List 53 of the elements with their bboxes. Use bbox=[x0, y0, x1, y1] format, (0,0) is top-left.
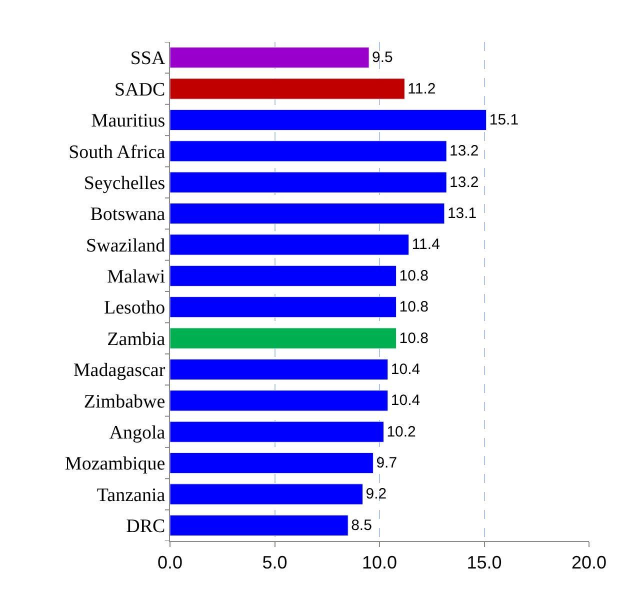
data-label: 11.4 bbox=[412, 236, 440, 254]
bar bbox=[170, 234, 410, 256]
bar bbox=[170, 328, 397, 349]
data-label: 9.5 bbox=[372, 49, 393, 66]
data-label: 10.8 bbox=[399, 298, 428, 316]
x-tick-label: 20.0 bbox=[571, 552, 607, 573]
data-label: 10.2 bbox=[386, 423, 416, 440]
y-tick-label: South Africa bbox=[68, 142, 166, 163]
y-tick-label: Angola bbox=[109, 422, 166, 444]
y-tick-label: Zambia bbox=[107, 328, 166, 350]
bar bbox=[170, 265, 397, 286]
x-tick-label: 15.0 bbox=[466, 552, 502, 573]
data-label: 10.8 bbox=[399, 330, 428, 347]
y-tick-label: Zimbabwe bbox=[84, 391, 166, 412]
data-label: 10.8 bbox=[399, 267, 428, 284]
x-tick-label: 0.0 bbox=[157, 552, 183, 573]
bar bbox=[170, 172, 447, 193]
data-label: 9.2 bbox=[366, 486, 387, 503]
x-tick-label: 5.0 bbox=[262, 552, 288, 573]
data-label: 13.2 bbox=[450, 142, 479, 160]
y-tick-label: SSA bbox=[130, 48, 166, 70]
y-tick-label: DRC bbox=[126, 516, 166, 538]
bar bbox=[170, 514, 348, 536]
data-label: 13.2 bbox=[450, 174, 479, 191]
data-label: 11.2 bbox=[408, 80, 436, 98]
y-tick-label: Botswana bbox=[90, 204, 166, 226]
bar bbox=[170, 78, 405, 100]
x-tick-label: 10.0 bbox=[362, 552, 398, 573]
y-tick-label: Tanzania bbox=[96, 484, 166, 506]
bar bbox=[170, 109, 487, 131]
data-label: 8.5 bbox=[351, 516, 372, 534]
y-tick-label: Lesotho bbox=[104, 298, 166, 319]
bar bbox=[170, 484, 363, 505]
bar bbox=[170, 47, 370, 68]
bar bbox=[170, 202, 445, 224]
data-label: 9.7 bbox=[376, 454, 398, 472]
data-label: 13.1 bbox=[447, 205, 477, 222]
y-tick-label: Madagascar bbox=[73, 360, 166, 382]
y-tick-label: Swaziland bbox=[86, 235, 166, 256]
bar bbox=[170, 140, 447, 162]
bar bbox=[170, 421, 384, 442]
y-tick-label: Mozambique bbox=[64, 454, 166, 475]
bar bbox=[170, 452, 374, 474]
bar bbox=[170, 390, 388, 412]
bar bbox=[170, 358, 388, 380]
data-label: 10.4 bbox=[390, 392, 420, 410]
data-label: 10.4 bbox=[390, 360, 420, 378]
y-tick-label: SADC bbox=[114, 79, 166, 100]
y-tick-label: Mauritius bbox=[91, 110, 166, 132]
data-label: 15.1 bbox=[489, 111, 519, 128]
bar bbox=[170, 296, 397, 318]
y-tick-label: Seychelles bbox=[84, 172, 166, 194]
y-tick-label: Malawi bbox=[107, 266, 166, 288]
